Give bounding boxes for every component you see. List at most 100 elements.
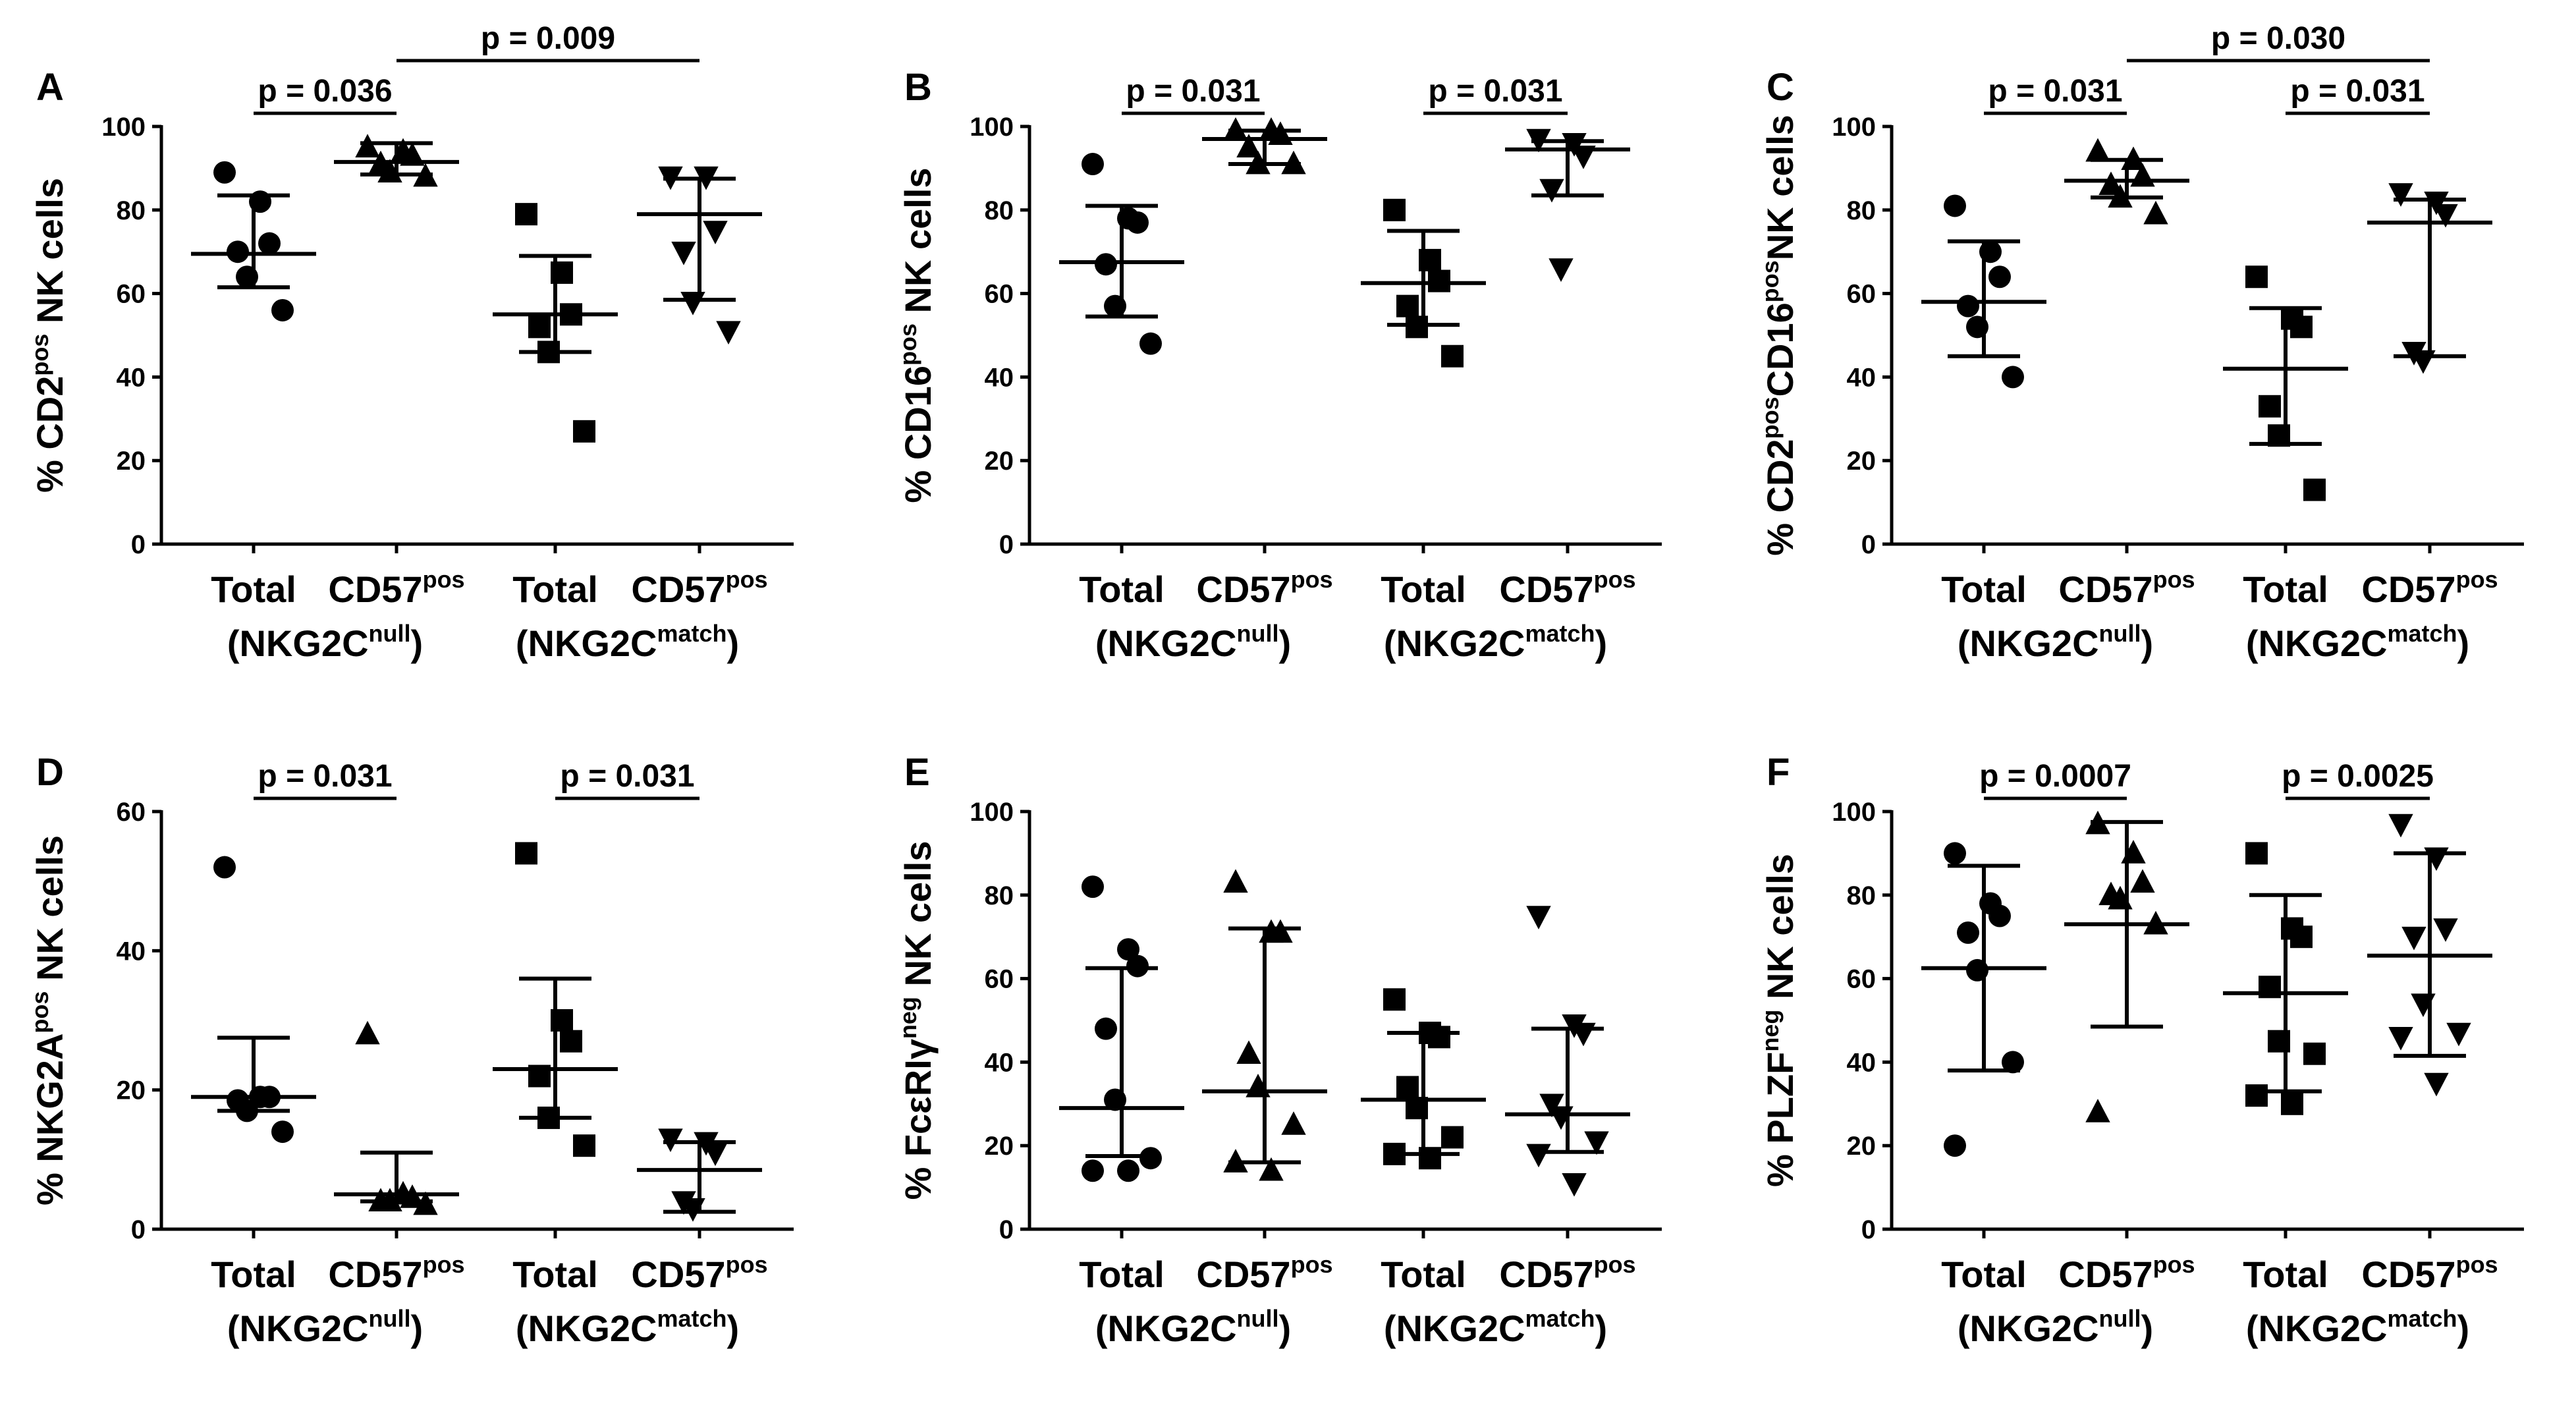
data-point [2245, 265, 2268, 289]
y-tick-label: 60 [1847, 280, 1877, 309]
p-value-label: p = 0.009 [481, 21, 615, 56]
category-label: CD57pos [2361, 1251, 2498, 1295]
data-point [1548, 258, 1574, 282]
category-label: CD57pos [328, 1251, 464, 1295]
group-label: (NKG2Cmatch) [1384, 1305, 1607, 1349]
category-label: CD57pos [631, 1251, 767, 1295]
data-point [2245, 1084, 2268, 1107]
data-point [213, 161, 236, 184]
panel-letter: C [1767, 66, 1794, 109]
data-point [1944, 1134, 1966, 1157]
data-point [680, 291, 705, 316]
category-label: Total [512, 1254, 598, 1295]
y-axis-label: % CD2posCD16posNK cells [1757, 115, 1801, 556]
y-tick-label: 20 [985, 447, 1014, 476]
data-point [2002, 1051, 2024, 1074]
y-tick-label: 80 [1847, 881, 1877, 910]
p-value-label: p = 0.031 [258, 759, 392, 794]
data-point [1139, 1147, 1162, 1170]
panel-f: F 0 20 40 60 80 100 % PLZFneg NK cells Total CD57… [1757, 751, 2524, 1349]
p-value-label: p = 0.030 [2211, 21, 2345, 56]
panel-a: A 0 20 40 60 80 100 % CD2pos NK cells Total CD57p… [26, 21, 794, 664]
data-point [271, 1120, 294, 1144]
panel-letter: B [904, 66, 932, 109]
data-point [1988, 904, 2011, 927]
data-point [703, 1142, 728, 1167]
p-value-label: p = 0.0025 [2282, 759, 2434, 794]
data-point [2085, 138, 2110, 162]
category-label: CD57pos [631, 566, 767, 610]
data-point [1539, 179, 1564, 203]
data-point [355, 134, 380, 157]
group-label: (NKG2Cnull) [1958, 620, 2153, 664]
data-point [1082, 1159, 1104, 1182]
category-label: Total [1381, 1254, 1466, 1295]
y-tick-label: 40 [117, 363, 146, 392]
data-point [2388, 814, 2413, 838]
category-label: Total [1381, 568, 1466, 610]
data-point [1259, 1157, 1284, 1181]
y-tick-label: 40 [985, 1048, 1014, 1077]
data-point [1383, 988, 1406, 1011]
y-tick-label: 20 [985, 1132, 1014, 1161]
category-label: CD57pos [2058, 1251, 2195, 1295]
data-point [1571, 146, 1596, 169]
group-label: (NKG2Cmatch) [2246, 620, 2469, 664]
data-point [573, 1134, 595, 1157]
data-point [213, 856, 236, 879]
y-axis-label: % FcεRIγneg NK cells [894, 841, 939, 1200]
data-point [2424, 191, 2449, 215]
y-tick-label: 20 [117, 447, 146, 476]
p-value-label: p = 0.031 [1428, 74, 1562, 109]
category-label: CD57pos [1196, 1251, 1332, 1295]
category-label: Total [512, 568, 598, 610]
p-value-label: p = 0.031 [560, 759, 694, 794]
data-point [1562, 1173, 1587, 1197]
data-point [2245, 842, 2268, 865]
data-point [1526, 1144, 1551, 1168]
panel-d: D 0 20 40 60 % NKG2Apos NK cells Total CD57pos T… [26, 751, 794, 1349]
data-point [528, 316, 551, 339]
data-point [1126, 954, 1149, 978]
data-point [1988, 265, 2011, 289]
y-tick-label: 100 [1832, 798, 1876, 827]
data-point [1223, 869, 1248, 893]
category-label: Total [211, 568, 296, 610]
data-point [1281, 1111, 1306, 1135]
panel-letter: A [36, 66, 64, 109]
group-label: (NKG2Cmatch) [516, 1305, 739, 1349]
data-point [2281, 1092, 2303, 1115]
category-label: CD57pos [1196, 566, 1332, 610]
y-tick-label: 20 [1847, 447, 1877, 476]
p-value-label: p = 0.036 [258, 74, 392, 109]
p-value-label: p = 0.031 [1126, 74, 1260, 109]
y-tick-label: 80 [1847, 196, 1877, 225]
data-point [1082, 875, 1104, 898]
data-point [1095, 253, 1117, 276]
y-tick-label: 0 [999, 530, 1014, 559]
data-point [716, 321, 741, 345]
data-point [1562, 133, 1587, 157]
data-point [1095, 1017, 1117, 1040]
y-axis-label: % PLZFneg NK cells [1757, 854, 1801, 1187]
group-label: (NKG2Cnull) [227, 1305, 423, 1349]
data-point [2424, 1072, 2449, 1097]
data-point [400, 142, 425, 166]
data-point [2303, 478, 2326, 501]
data-point [1944, 842, 1966, 865]
y-tick-label: 80 [985, 196, 1014, 225]
data-point [1428, 1026, 1450, 1049]
group-label: (NKG2Cmatch) [516, 620, 739, 664]
group-label: (NKG2Cmatch) [2246, 1305, 2469, 1349]
data-point [2130, 869, 2155, 893]
y-tick-label: 100 [970, 798, 1014, 827]
data-point [671, 241, 696, 265]
data-point [2290, 926, 2313, 949]
category-label: Total [1079, 1254, 1165, 1295]
data-point [1082, 153, 1104, 176]
data-point [2388, 183, 2413, 207]
y-tick-label: 60 [985, 965, 1014, 994]
y-tick-label: 20 [1847, 1132, 1877, 1161]
y-axis-label: % CD16pos NK cells [894, 167, 939, 503]
